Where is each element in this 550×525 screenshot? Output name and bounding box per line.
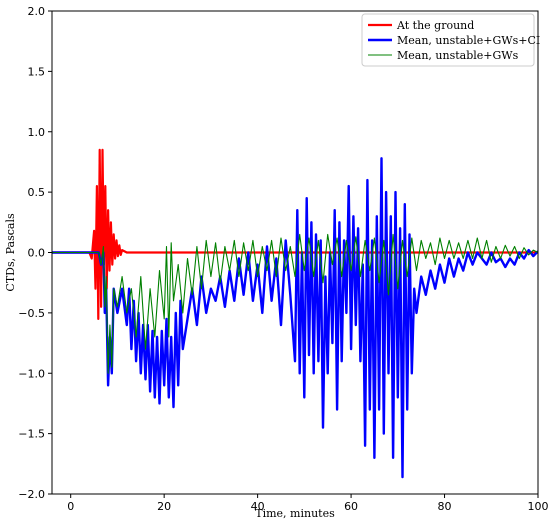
legend-entry: Mean, unstable+GWs (397, 49, 519, 62)
y-tick-label: 0.0 (28, 247, 46, 260)
y-axis-label: CTDs, Pascals (4, 213, 17, 292)
x-tick-label: 40 (251, 500, 265, 513)
x-axis-label: Time, minutes (255, 507, 335, 520)
legend: At the ground Mean, unstable+GWs+CI Mean, … (361, 13, 540, 67)
y-tick-label: 2.0 (28, 5, 46, 18)
y-tick-label: 1.0 (28, 126, 46, 139)
x-tick-label: 20 (157, 500, 171, 513)
x-tick-label: 0 (67, 500, 74, 513)
y-tick-label: −1.5 (18, 428, 45, 441)
x-axis-ticks: 0 20 40 60 80 100 (67, 494, 549, 513)
x-tick-label: 60 (344, 500, 358, 513)
series-layer (52, 148, 538, 479)
series-line-1 (52, 148, 538, 320)
series-line-3 (52, 233, 538, 374)
x-tick-label: 80 (438, 500, 452, 513)
y-tick-label: −1.0 (18, 367, 45, 380)
x-tick-label: 100 (528, 500, 549, 513)
legend-box (361, 13, 535, 67)
legend-entry: Mean, unstable+GWs+CI (397, 34, 540, 47)
y-tick-label: −0.5 (18, 307, 45, 320)
y-tick-label: −2.0 (18, 488, 45, 501)
y-tick-label: 1.5 (28, 65, 46, 78)
y-axis-ticks: −2.0 −1.5 −1.0 −0.5 0.0 0.5 1.0 1.5 2.0 (18, 5, 52, 501)
legend-entry: At the ground (396, 19, 474, 32)
y-tick-label: 0.5 (28, 186, 46, 199)
series-line-2 (52, 157, 538, 479)
